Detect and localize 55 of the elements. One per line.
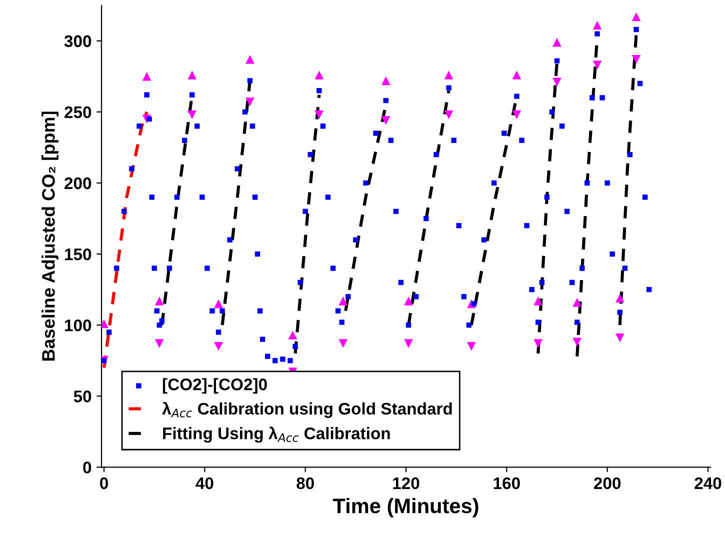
point	[314, 70, 324, 80]
point	[154, 296, 164, 306]
point	[214, 342, 223, 351]
point	[444, 70, 454, 80]
point	[632, 54, 641, 64]
point	[154, 339, 164, 348]
point	[572, 338, 582, 347]
y-tick-label: 200	[64, 177, 92, 190]
x-tick-label: 80	[296, 477, 314, 490]
point	[404, 296, 413, 306]
x-tick-label: 40	[196, 477, 214, 490]
x-tick-label: 120	[393, 477, 420, 490]
y-tick-label: 50	[74, 390, 92, 402]
point	[188, 110, 196, 120]
point	[534, 296, 543, 306]
point	[616, 294, 624, 302]
point	[404, 339, 413, 348]
point	[338, 339, 348, 348]
point	[381, 116, 390, 125]
x-tick-label: 200	[594, 477, 621, 490]
point	[338, 296, 348, 306]
x-tick-label: 0	[100, 477, 108, 490]
point	[444, 110, 454, 120]
legend-label: λ$_{Acc}$ Calibration using Gold Standard	[162, 402, 452, 418]
point	[188, 70, 196, 80]
y-tick-label: 150	[65, 248, 92, 260]
point	[572, 298, 582, 307]
point	[288, 330, 298, 340]
x-axis-title: Time (Minutes)	[332, 498, 478, 518]
point	[214, 299, 223, 308]
point	[552, 38, 562, 47]
point	[246, 98, 254, 106]
point	[592, 60, 602, 70]
y-tick-label: 0	[83, 462, 92, 474]
x-tick-label: 160	[494, 477, 520, 490]
legend-label: Fitting Using λ$_{Acc}$ Calibration	[163, 426, 390, 443]
y-tick-label: 300	[64, 35, 92, 48]
point	[512, 70, 522, 80]
point	[512, 110, 522, 120]
point	[534, 339, 543, 348]
point	[314, 110, 324, 120]
point	[632, 12, 641, 22]
x-tick-label: 240	[694, 477, 722, 490]
y-tick-label: 100	[65, 319, 92, 332]
point	[552, 78, 562, 86]
point	[381, 76, 390, 86]
point	[246, 54, 254, 64]
y-axis-title: Baseline Adjusted CO₂ [ppm]	[42, 112, 58, 361]
point	[592, 20, 602, 30]
legend-label: [CO2]-[CO2]0	[162, 378, 267, 394]
point	[467, 342, 476, 351]
line-series	[102, 110, 148, 370]
point	[142, 72, 152, 81]
point	[616, 333, 624, 342]
y-tick-label: 250	[64, 106, 92, 118]
